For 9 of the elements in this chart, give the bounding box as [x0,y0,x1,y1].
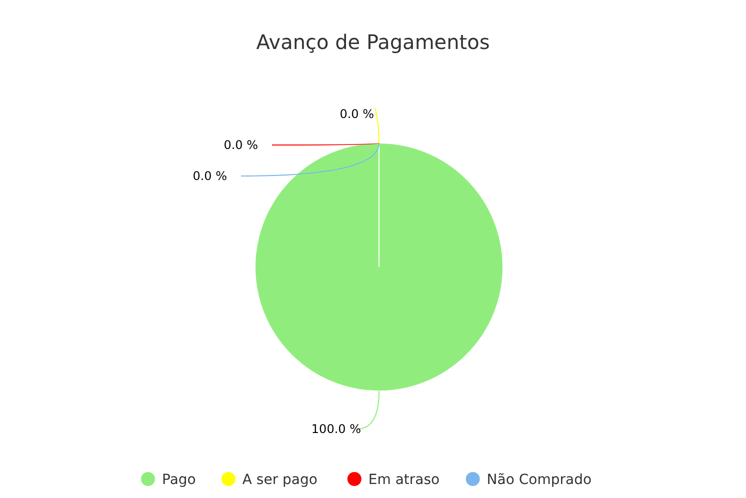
text: 0.0 % [224,138,258,152]
data-label: 100.0 % [311,422,361,436]
legend-label: Não Comprado [486,472,592,488]
legend-label: Em atraso [368,472,440,488]
text: 0.0 % [340,107,374,121]
text: 0.0 % [192,169,227,183]
legend-label: A ser pago [242,472,318,488]
chart-title: Avanço de Pagamentos [256,30,490,54]
legend-label: Pago [162,472,196,488]
